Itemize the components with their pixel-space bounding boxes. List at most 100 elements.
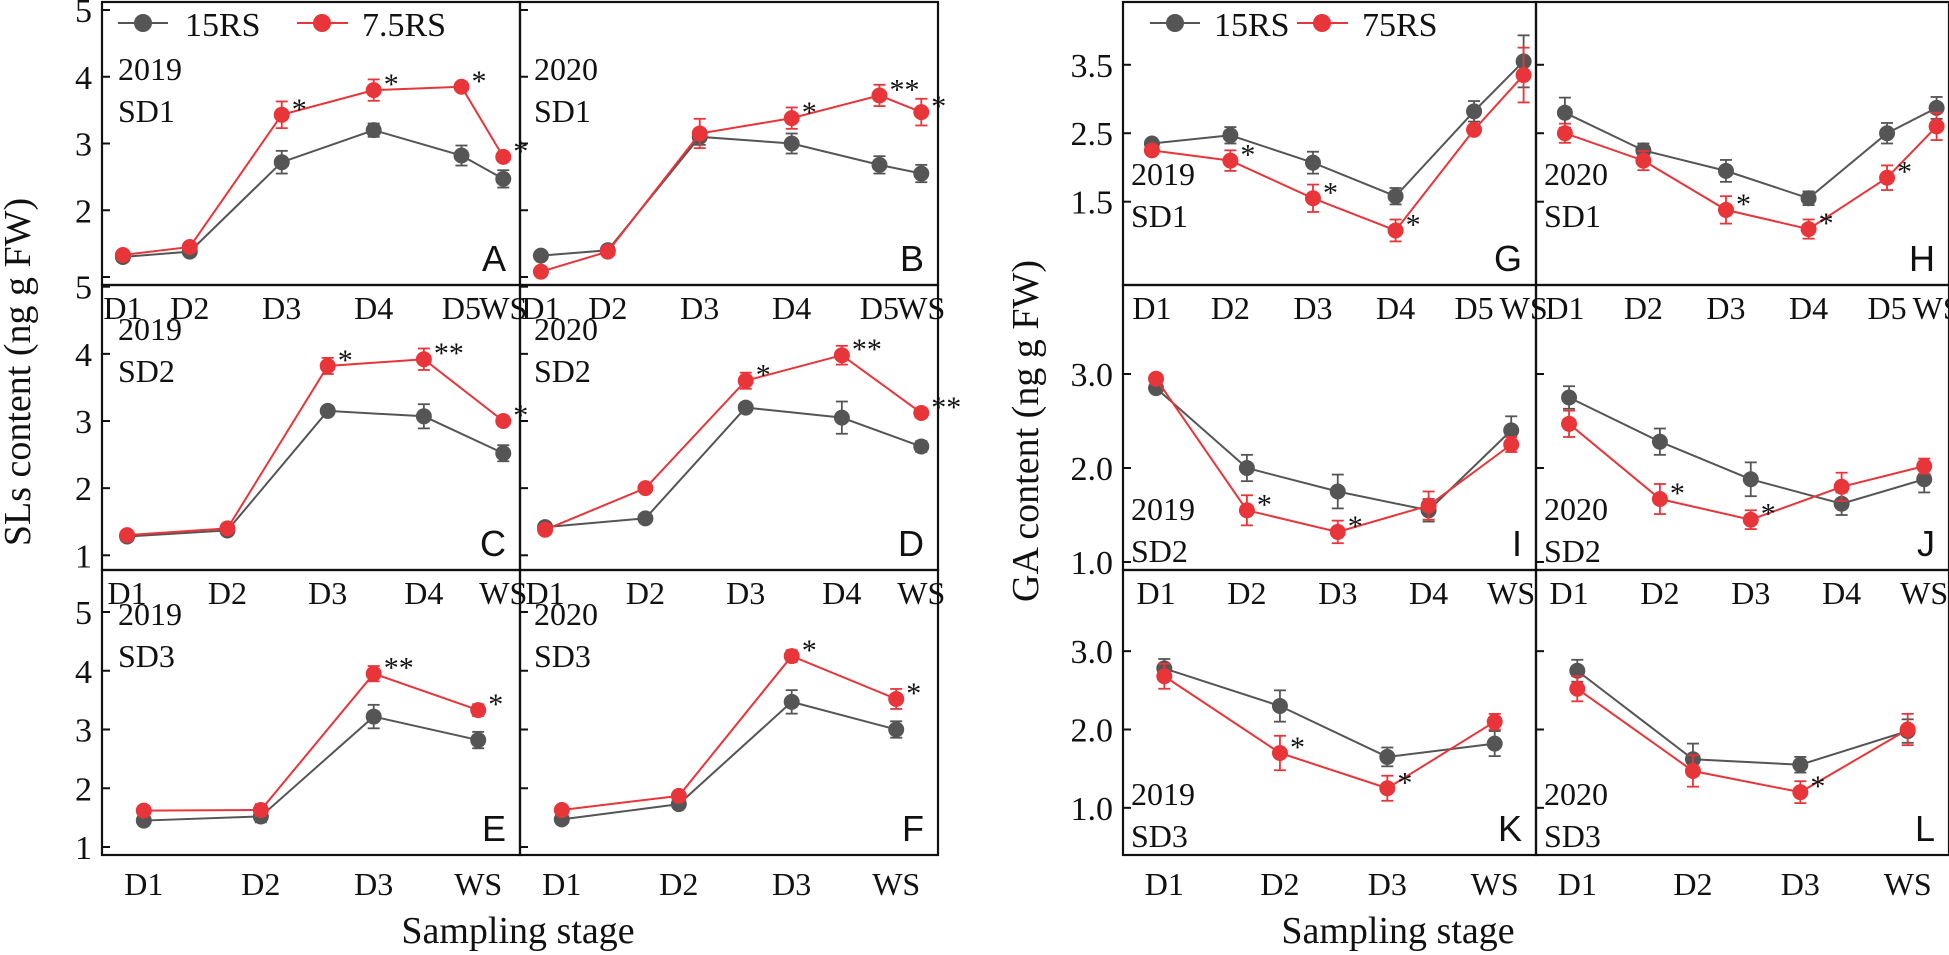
data-point bbox=[537, 521, 554, 538]
panel-frame bbox=[518, 0, 940, 287]
sd-label: SD3 bbox=[1131, 818, 1188, 854]
data-point bbox=[1742, 511, 1759, 528]
x-tick-label-d2: D2 bbox=[170, 290, 209, 326]
data-point bbox=[1271, 745, 1288, 761]
y-tick-label: 3.0 bbox=[1071, 357, 1114, 394]
series-line-15rs bbox=[561, 700, 897, 821]
data-point bbox=[1800, 190, 1817, 207]
y-tick-label: 3 bbox=[75, 713, 92, 750]
x-tick-label-d2: D2 bbox=[1673, 866, 1712, 902]
data-point bbox=[1503, 422, 1520, 439]
series-line-7-5rs bbox=[561, 654, 897, 811]
data-point bbox=[319, 357, 336, 374]
data-point bbox=[1329, 483, 1346, 500]
panel-frame bbox=[100, 0, 522, 287]
significance-mark: * bbox=[1348, 510, 1363, 543]
data-point bbox=[470, 702, 487, 719]
data-point bbox=[871, 87, 888, 104]
significance-mark: * bbox=[1897, 156, 1912, 189]
data-point bbox=[1561, 389, 1578, 406]
data-point bbox=[1742, 471, 1759, 488]
data-point bbox=[1486, 713, 1503, 730]
significance-mark: * bbox=[1290, 731, 1305, 764]
data-point bbox=[599, 243, 616, 260]
data-point bbox=[1379, 780, 1396, 797]
x-tick-label-d3: D3 bbox=[262, 290, 301, 326]
right-xlabel: Sampling stage bbox=[1281, 910, 1514, 952]
x-tick-label-d4: D4 bbox=[354, 290, 393, 326]
series-line-75rs bbox=[1576, 687, 1909, 794]
x-tick-label-d3: D3 bbox=[1368, 866, 1407, 902]
data-point bbox=[637, 480, 654, 497]
y-tick-label: 1.0 bbox=[1071, 545, 1114, 582]
y-tick-label: 1 bbox=[75, 830, 92, 867]
y-tick-label: 4 bbox=[75, 60, 92, 97]
x-tick-label-d3: D3 bbox=[680, 290, 719, 326]
year-label: 2019 bbox=[1131, 491, 1195, 527]
x-tick-label-d4: D4 bbox=[1789, 290, 1828, 326]
data-point bbox=[1515, 67, 1532, 84]
x-tick-label-d1: D1 bbox=[521, 290, 560, 326]
significance-mark: * bbox=[1406, 208, 1421, 241]
significance-mark: * bbox=[1257, 488, 1272, 521]
y-tick-label: 2.0 bbox=[1071, 451, 1114, 488]
x-tick-label-d2: D2 bbox=[1227, 575, 1266, 611]
left-ylabel: SLs content (ng g FW) bbox=[0, 198, 39, 546]
y-tick-label: 3 bbox=[75, 127, 92, 164]
panel-frame bbox=[518, 568, 940, 857]
data-point bbox=[135, 802, 152, 819]
significance-mark: * bbox=[292, 93, 307, 126]
data-point bbox=[181, 238, 198, 255]
sd-label: SD2 bbox=[1544, 533, 1601, 569]
significance-mark: * bbox=[1819, 207, 1834, 240]
data-point bbox=[691, 125, 708, 142]
data-point bbox=[365, 708, 382, 725]
x-tick-label-d3: D3 bbox=[1781, 866, 1820, 902]
data-point bbox=[1143, 142, 1160, 159]
data-point bbox=[1651, 433, 1668, 450]
data-point bbox=[1635, 152, 1652, 169]
panel-k: 1.0 2.0 3.0 D1 D2 D3 WS * * 2019 SD3 K bbox=[1071, 568, 1538, 902]
data-point bbox=[1238, 502, 1255, 519]
data-point bbox=[783, 135, 800, 152]
legend-marker-7-5rs bbox=[313, 14, 331, 32]
data-point bbox=[1148, 370, 1165, 387]
data-point bbox=[1899, 721, 1916, 738]
data-point bbox=[252, 801, 269, 818]
x-tick-label-d1: D1 bbox=[1549, 575, 1588, 611]
data-point bbox=[219, 520, 236, 537]
panel-i: 1.0 2.0 3.0 D1 D2 D3 D4 WS * * 2019 SD2 I bbox=[1071, 283, 1538, 611]
data-point bbox=[1569, 662, 1586, 679]
x-tick-label-d2: D2 bbox=[626, 575, 665, 611]
data-point bbox=[553, 801, 570, 818]
legend-label-15rs: 15RS bbox=[185, 7, 261, 44]
year-label: 2019 bbox=[118, 311, 182, 347]
x-tick-label-ws: WS bbox=[1913, 290, 1949, 326]
data-point bbox=[783, 648, 800, 665]
legend-label-75rs: 75RS bbox=[1362, 7, 1438, 44]
x-tick-label-d1: D1 bbox=[124, 866, 163, 902]
x-tick-label-d2: D2 bbox=[659, 866, 698, 902]
year-label: 2019 bbox=[1131, 776, 1195, 812]
panel-j: D1 D2 D3 D4 WS * * 2020 SD2 J bbox=[1534, 283, 1949, 611]
right-ylabel: GA content (ng g FW) bbox=[1005, 260, 1047, 602]
x-tick-label-d2: D2 bbox=[241, 866, 280, 902]
x-tick-label-d3: D3 bbox=[308, 575, 347, 611]
data-point bbox=[1556, 125, 1573, 142]
panel-f: D1 D2 D3 WS * * 2020 SD3 F bbox=[518, 568, 940, 902]
x-tick-label-ws: WS bbox=[1500, 290, 1548, 326]
x-tick-label-d1: D1 bbox=[1545, 290, 1584, 326]
data-point bbox=[1833, 495, 1850, 512]
x-tick-label-d4: D4 bbox=[1822, 575, 1861, 611]
panel-frame bbox=[1534, 283, 1949, 572]
data-point bbox=[365, 665, 382, 682]
data-point bbox=[495, 413, 512, 429]
data-point bbox=[1503, 436, 1520, 453]
significance-mark: * bbox=[802, 634, 817, 667]
x-tick-label-d4: D4 bbox=[1409, 575, 1448, 611]
series-line-15rs bbox=[127, 409, 504, 538]
